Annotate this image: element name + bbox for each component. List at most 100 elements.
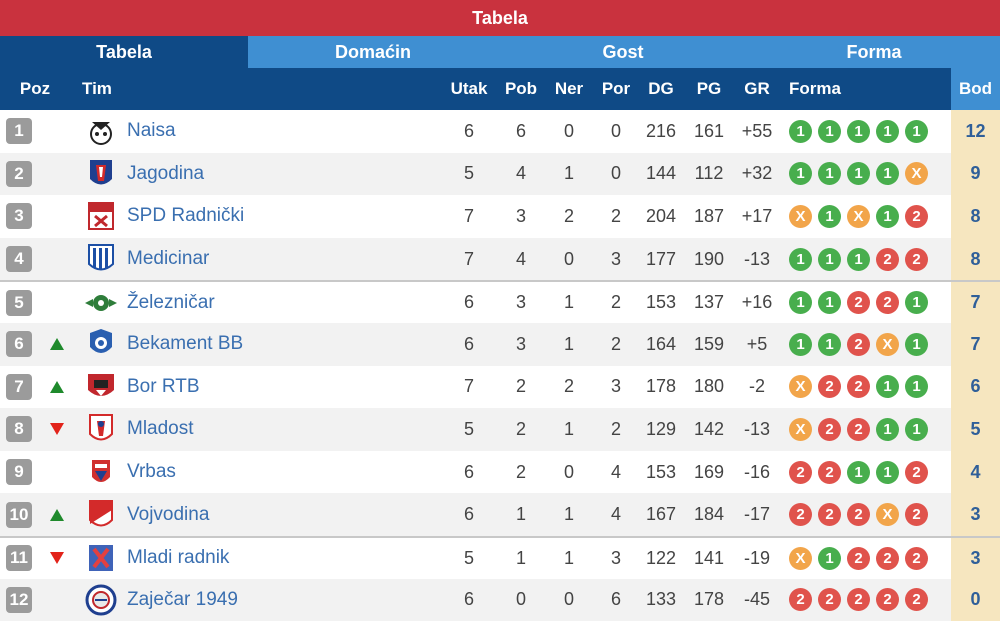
tab-forma[interactable]: Forma [748, 36, 1000, 68]
form-loss-badge[interactable]: 2 [905, 247, 928, 271]
tab-domacin[interactable]: Domaćin [248, 36, 498, 68]
header-pob[interactable]: Pob [504, 79, 538, 98]
team-name-link[interactable]: Zaječar 1949 [127, 588, 238, 610]
form-loss-badge[interactable]: 2 [847, 375, 870, 399]
form-draw-badge[interactable]: X [789, 375, 812, 399]
tab-tabela[interactable]: Tabela [0, 36, 248, 68]
form-loss-badge[interactable]: 2 [905, 503, 928, 527]
team-name-link[interactable]: Bor RTB [127, 375, 200, 397]
form-loss-badge[interactable]: 2 [847, 546, 870, 570]
form-loss-badge[interactable]: 2 [847, 588, 870, 612]
form-loss-badge[interactable]: 2 [789, 588, 812, 612]
form-loss-badge[interactable]: 2 [847, 417, 870, 441]
header-gr[interactable]: GR [744, 79, 770, 98]
form-win-badge[interactable]: 1 [789, 291, 812, 315]
table-row[interactable]: 8 Mladost 5 2 1 2 129 142 -13 X 2 2 1 1 5 [0, 408, 1000, 451]
form-win-badge[interactable]: 1 [818, 119, 841, 143]
form-loss-badge[interactable]: 2 [847, 503, 870, 527]
header-ner[interactable]: Ner [554, 79, 584, 98]
header-tim[interactable]: Tim [82, 79, 112, 98]
table-row[interactable]: 1 Naisa 6 6 0 0 216 161 +55 1 1 1 1 1 12 [0, 110, 1000, 153]
table-row[interactable]: 4 Medicinar 7 4 0 3 177 190 -13 1 1 1 2 2 8 [0, 237, 1000, 281]
tab-gost[interactable]: Gost [498, 36, 748, 68]
team-name-link[interactable]: Medicinar [127, 248, 210, 270]
form-loss-badge[interactable]: 2 [905, 460, 928, 484]
table-row[interactable]: 11 Mladi radnik 5 1 1 3 122 141 -19 X 1 2 2 2 3 [0, 535, 1000, 579]
team-name-link[interactable]: Bekament BB [127, 333, 244, 355]
table-row[interactable]: 12 Zaječar 1949 6 0 0 6 133 178 -45 2 2 2 2 2 0 [0, 578, 1000, 622]
form-loss-badge[interactable]: 2 [876, 546, 899, 570]
team-name-link[interactable]: Železničar [127, 291, 215, 313]
form-win-badge[interactable]: 1 [818, 247, 841, 271]
form-win-badge[interactable]: 1 [789, 247, 812, 271]
form-win-badge[interactable]: 1 [789, 332, 812, 356]
form-draw-badge[interactable]: X [789, 417, 812, 441]
form-loss-badge[interactable]: 2 [876, 247, 899, 271]
form-loss-badge[interactable]: 2 [847, 291, 870, 315]
table-row[interactable]: 6 Bekament BB 6 3 1 2 164 159 +5 1 1 2 X 1 7 [0, 322, 1000, 366]
table-row[interactable]: 9 Vrbas 6 2 0 4 153 169 -16 2 2 1 1 2 4 [0, 450, 1000, 494]
form-loss-badge[interactable]: 2 [876, 588, 899, 612]
form-win-badge[interactable]: 1 [847, 247, 870, 271]
form-loss-badge[interactable]: 2 [818, 588, 841, 612]
form-win-badge[interactable]: 1 [905, 332, 928, 356]
form-win-badge[interactable]: 1 [905, 291, 928, 315]
header-dg[interactable]: DG [648, 79, 674, 98]
form-loss-badge[interactable]: 2 [818, 503, 841, 527]
table-row[interactable]: 7 Bor RTB 7 2 2 3 178 180 -2 X 2 2 1 1 6 [0, 365, 1000, 409]
team-name-link[interactable]: SPD Radnički [127, 205, 245, 227]
form-draw-badge[interactable]: X [789, 204, 812, 228]
form-win-badge[interactable]: 1 [876, 460, 899, 484]
team-name-link[interactable]: Vrbas [127, 461, 176, 483]
form-win-badge[interactable]: 1 [818, 291, 841, 315]
team-logo-icon [82, 238, 120, 281]
table-row[interactable]: 3 SPD Radnički 7 3 2 2 204 187 +17 X 1 X 1 2 8 [0, 195, 1000, 238]
form-win-badge[interactable]: 1 [876, 119, 899, 143]
form-loss-badge[interactable]: 2 [818, 417, 841, 441]
form-loss-badge[interactable]: 2 [905, 588, 928, 612]
table-row[interactable]: 2 Jagodina 5 4 1 0 144 112 +32 1 1 1 1 X 9 [0, 152, 1000, 196]
header-pg[interactable]: PG [696, 79, 722, 98]
form-win-badge[interactable]: 1 [905, 119, 928, 143]
team-name-link[interactable]: Naisa [127, 120, 176, 142]
form-win-badge[interactable]: 1 [905, 375, 928, 399]
form-draw-badge[interactable]: X [876, 332, 899, 356]
table-row[interactable]: 10 Vojvodina 6 1 1 4 167 184 -17 2 2 2 X 2 3 [0, 493, 1000, 536]
form-win-badge[interactable]: 1 [876, 162, 899, 186]
form-win-badge[interactable]: 1 [876, 417, 899, 441]
header-utak[interactable]: Utak [450, 79, 488, 98]
form-win-badge[interactable]: 1 [876, 204, 899, 228]
team-name-link[interactable]: Mladi radnik [127, 547, 230, 569]
team-name-link[interactable]: Vojvodina [127, 503, 210, 525]
team-name-link[interactable]: Mladost [127, 418, 194, 440]
form-loss-badge[interactable]: 2 [905, 546, 928, 570]
form-loss-badge[interactable]: 2 [789, 460, 812, 484]
form-draw-badge[interactable]: X [905, 162, 928, 186]
form-loss-badge[interactable]: 2 [905, 204, 928, 228]
team-name-link[interactable]: Jagodina [127, 162, 205, 184]
header-por[interactable]: Por [601, 79, 631, 98]
form-win-badge[interactable]: 1 [818, 546, 841, 570]
form-loss-badge[interactable]: 2 [789, 503, 812, 527]
form-draw-badge[interactable]: X [789, 546, 812, 570]
form-win-badge[interactable]: 1 [818, 332, 841, 356]
form-win-badge[interactable]: 1 [818, 204, 841, 228]
form-win-badge[interactable]: 1 [876, 375, 899, 399]
header-forma[interactable]: Forma [789, 79, 841, 98]
form-loss-badge[interactable]: 2 [818, 375, 841, 399]
form-win-badge[interactable]: 1 [847, 119, 870, 143]
form-win-badge[interactable]: 1 [847, 162, 870, 186]
form-win-badge[interactable]: 1 [847, 460, 870, 484]
form-loss-badge[interactable]: 2 [818, 460, 841, 484]
form-win-badge[interactable]: 1 [789, 162, 812, 186]
header-bod[interactable]: Bod [951, 68, 1000, 110]
form-draw-badge[interactable]: X [876, 503, 899, 527]
table-row[interactable]: 5 Železničar 6 3 1 2 153 137 +16 1 1 2 2 1 7 [0, 280, 1000, 323]
form-win-badge[interactable]: 1 [789, 119, 812, 143]
form-draw-badge[interactable]: X [847, 204, 870, 228]
form-loss-badge[interactable]: 2 [847, 332, 870, 356]
header-poz[interactable]: Poz [19, 79, 51, 98]
form-loss-badge[interactable]: 2 [876, 291, 899, 315]
form-win-badge[interactable]: 1 [818, 162, 841, 186]
form-win-badge[interactable]: 1 [905, 417, 928, 441]
